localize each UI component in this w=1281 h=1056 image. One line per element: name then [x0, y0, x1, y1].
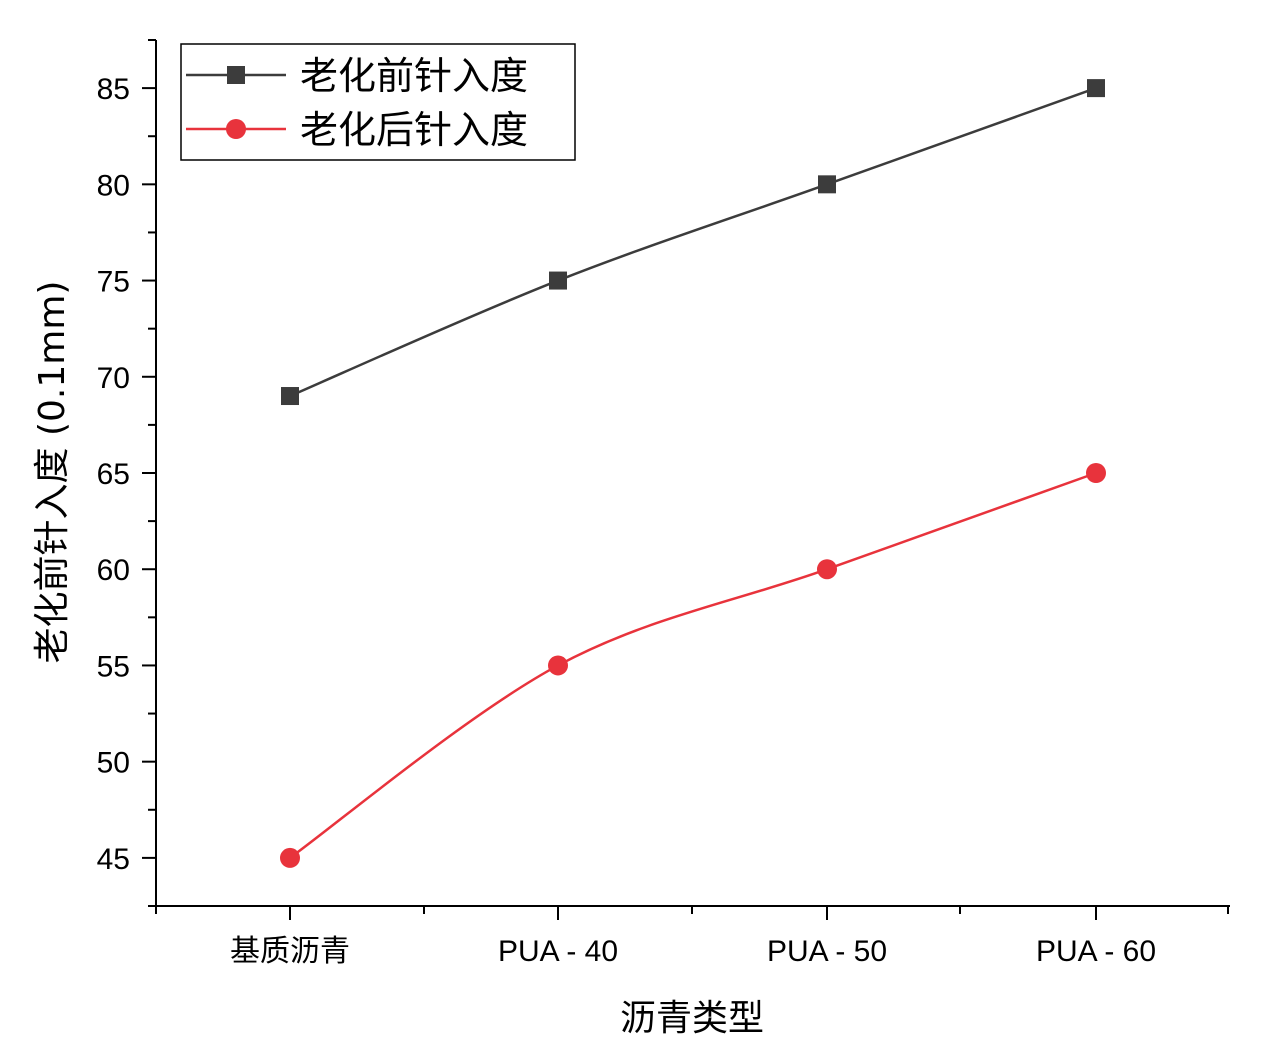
x-tick-label: PUA - 40	[498, 935, 618, 968]
data-point-square	[549, 271, 567, 290]
data-point-square	[281, 387, 299, 406]
x-tick-label: PUA - 60	[1036, 935, 1156, 968]
legend-label-after: 老化后针入度	[300, 108, 528, 152]
data-point-square	[818, 175, 836, 194]
y-tick-label: 60	[97, 554, 130, 587]
y-tick-label: 70	[97, 362, 130, 395]
series-line-1	[289, 471, 1097, 859]
y-tick-label: 75	[97, 266, 130, 299]
y-axis-title: 老化前针入度 (0.1mm)	[32, 281, 73, 664]
data-point-circle	[548, 655, 568, 676]
legend-marker-after	[226, 119, 246, 139]
legend-marker-before	[227, 66, 245, 84]
x-ticks: 基质沥青 PUA - 40 PUA - 50 PUA - 60	[155, 906, 1229, 968]
y-tick-label: 65	[97, 458, 130, 491]
legend-label-before: 老化前针入度	[300, 54, 528, 98]
data-point-circle	[1086, 463, 1106, 483]
y-tick-label: 85	[97, 73, 130, 106]
y-tick-label: 55	[97, 650, 130, 683]
series-line-0	[289, 86, 1097, 398]
data-point-square	[1087, 79, 1105, 98]
x-tick-label: 基质沥青	[230, 935, 350, 968]
y-tick-label: 50	[97, 747, 130, 780]
data-point-circle	[817, 559, 837, 580]
legend: 老化前针入度 老化后针入度	[180, 43, 576, 161]
series-lines	[289, 86, 1097, 859]
x-axis-title: 沥青类型	[620, 998, 764, 1039]
y-tick-label: 45	[97, 843, 130, 876]
y-ticks: 45 50 55 60 65 70 75 80 85	[97, 39, 156, 907]
axes	[155, 40, 1230, 907]
legend-box	[180, 43, 576, 161]
x-tick-label: PUA - 50	[767, 935, 887, 968]
y-tick-label: 80	[97, 169, 130, 202]
data-point-circle	[280, 847, 300, 868]
series-markers	[280, 79, 1106, 868]
